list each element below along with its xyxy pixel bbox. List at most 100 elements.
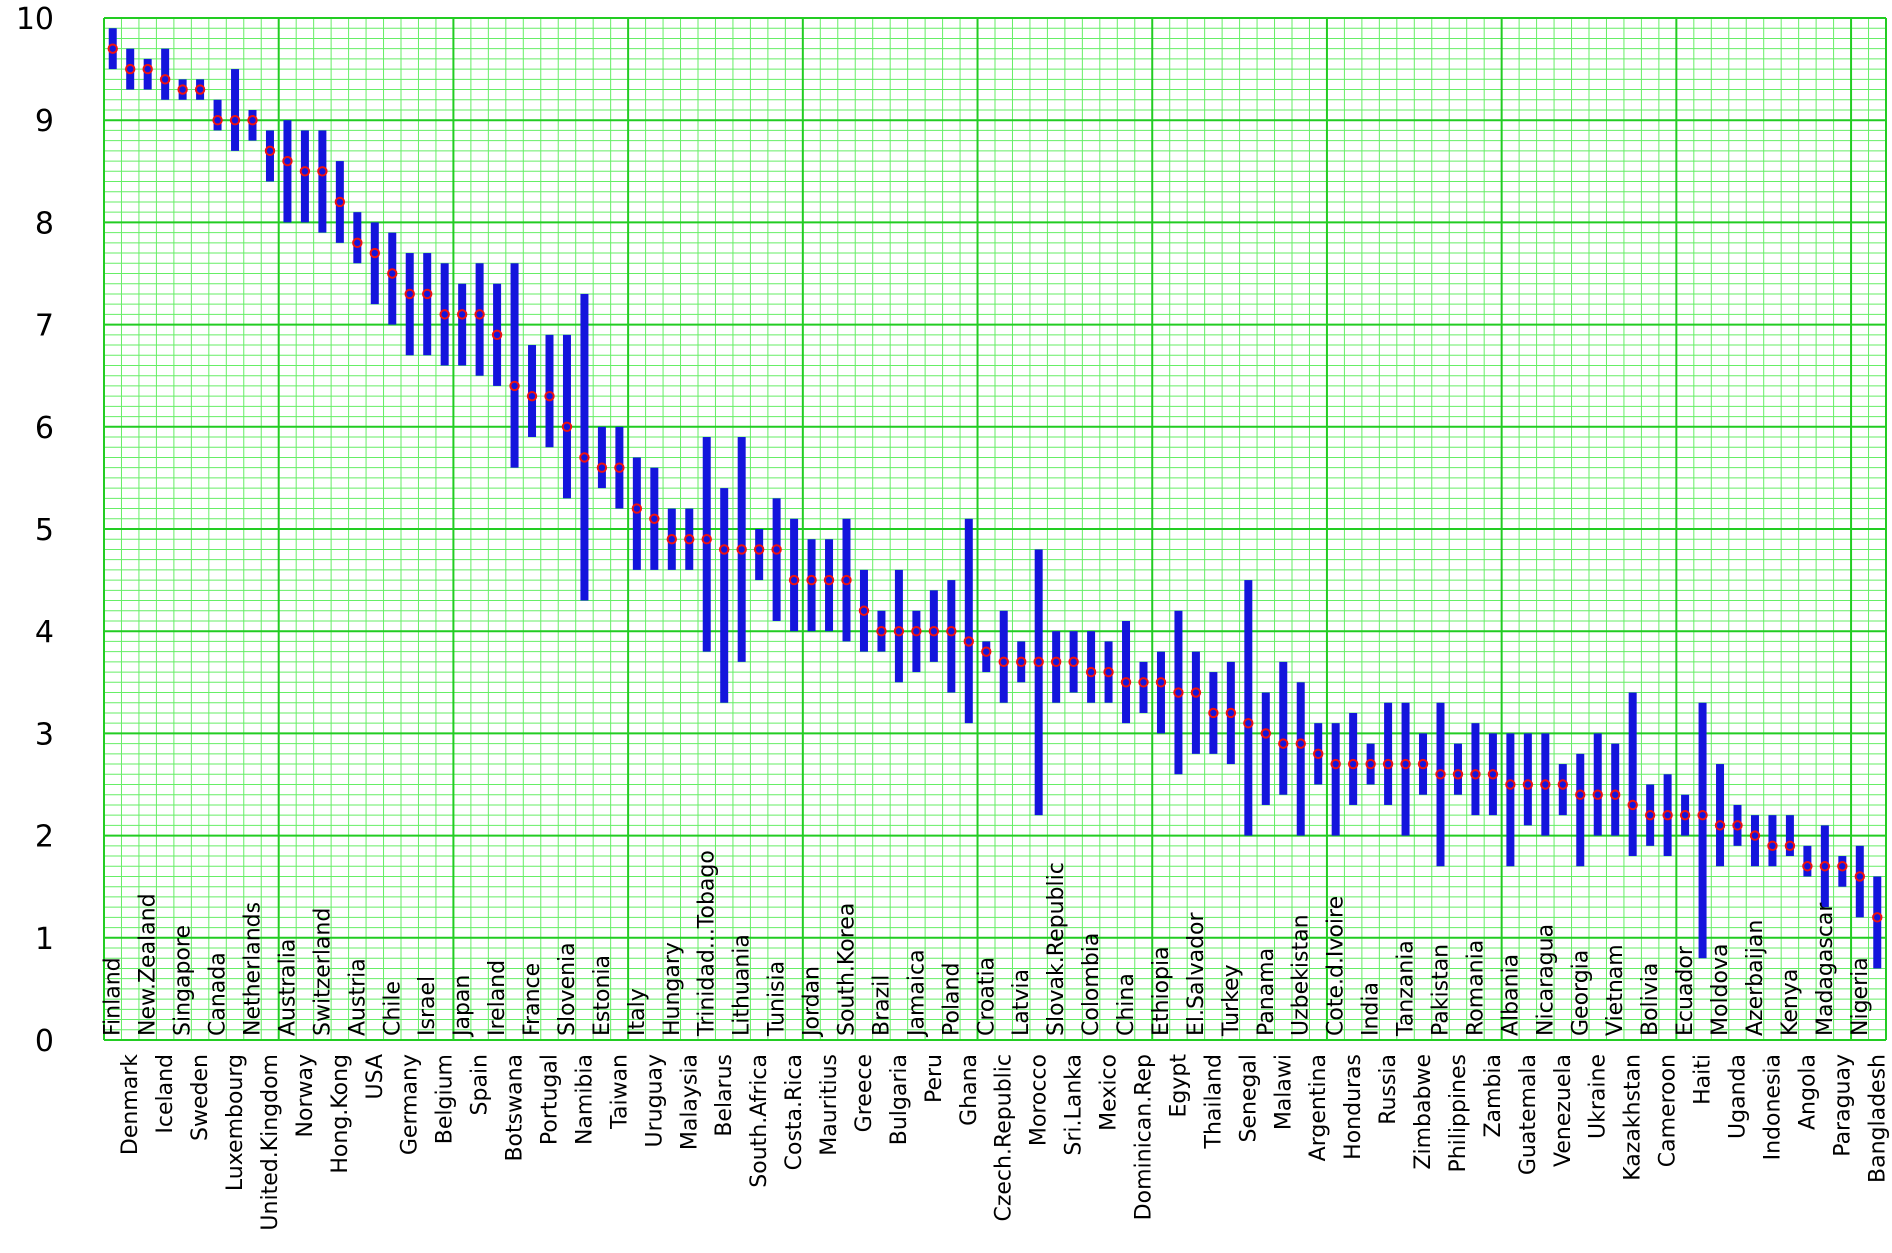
- point-ecuador: [1679, 809, 1691, 821]
- x-tick-label: India: [1359, 982, 1384, 1036]
- point-belarus: [719, 544, 730, 555]
- y-tick-label: 9: [35, 104, 54, 139]
- point-japan: [456, 309, 468, 320]
- x-tick-label: Iceland: [153, 1054, 178, 1134]
- x-tick-label: Estonia: [590, 955, 615, 1036]
- range-bar-madagascar: [1820, 825, 1829, 908]
- point-vietnam: [1610, 789, 1621, 800]
- x-tick-label: Georgia: [1568, 950, 1593, 1036]
- x-tick-label: Australia: [275, 939, 300, 1036]
- range-bar-australia: [283, 120, 292, 223]
- range-bar-belgium: [440, 263, 449, 366]
- range-bar-slovenia: [562, 334, 571, 499]
- point-el-salvador: [1190, 687, 1202, 698]
- point-netherlands: [247, 115, 258, 126]
- x-tick-label: Ireland: [485, 960, 510, 1036]
- x-tick-label: Uruguay: [642, 1054, 667, 1148]
- point-iceland: [159, 74, 171, 85]
- point-egypt: [1173, 687, 1184, 698]
- x-tick-label: Slovenia: [555, 942, 580, 1036]
- range-bar-egypt: [1174, 610, 1183, 775]
- point-markers: [107, 43, 1883, 923]
- point-sri-lanka: [1068, 656, 1079, 668]
- range-bar-moldova: [1716, 764, 1725, 867]
- range-bar-haiti: [1698, 702, 1707, 959]
- x-tick-label: Belarus: [712, 1054, 737, 1137]
- point-croatia: [981, 646, 992, 657]
- x-tick-label: Tunisia: [765, 961, 790, 1037]
- range-bar-belarus: [720, 488, 729, 703]
- range-bar-cote-d-ivoire: [1331, 723, 1340, 836]
- point-india: [1365, 758, 1376, 770]
- y-tick-label: 1: [35, 922, 54, 957]
- range-bar-singapore: [178, 79, 187, 100]
- point-estonia: [596, 462, 608, 473]
- range-bar-uzbekistan: [1296, 682, 1305, 836]
- point-sweden: [194, 84, 206, 95]
- x-tick-label: Tanzania: [1394, 940, 1419, 1037]
- point-panama: [1260, 728, 1271, 739]
- grid-major: [103, 17, 1887, 1041]
- x-tick-label: New.Zealand: [136, 893, 161, 1036]
- point-greece: [858, 605, 870, 616]
- point-mexico: [1103, 666, 1114, 678]
- x-tick-label: Egypt: [1166, 1054, 1191, 1118]
- point-namibia: [579, 452, 590, 463]
- point-bulgaria: [893, 626, 905, 637]
- x-tick-label: Turkey: [1219, 964, 1244, 1037]
- range-bar-israel: [423, 253, 432, 356]
- x-tick-label: Azerbaijan: [1743, 920, 1768, 1036]
- range-bar-estonia: [597, 426, 606, 489]
- x-tick-label: Malaysia: [677, 1054, 702, 1150]
- range-bar-germany: [405, 253, 414, 356]
- range-bar-argentina: [1314, 723, 1323, 785]
- range-bar-bolivia: [1646, 784, 1655, 846]
- y-tick-label: 2: [35, 820, 54, 855]
- point-uganda: [1732, 820, 1743, 831]
- range-bar-lithuania: [737, 437, 746, 662]
- point-venezuela: [1557, 779, 1568, 790]
- range-bar-turkey: [1226, 661, 1235, 765]
- point-uruguay: [649, 513, 660, 524]
- x-tick-label: Greece: [852, 1054, 877, 1132]
- x-tick-label: Kenya: [1778, 969, 1803, 1036]
- range-bar-kazakhstan: [1628, 692, 1637, 857]
- x-tick-label: Nigeria: [1848, 957, 1873, 1036]
- x-tick-label: Sweden: [188, 1054, 213, 1141]
- point-ghana: [963, 636, 974, 647]
- point-brazil: [876, 626, 887, 637]
- point-norway: [299, 166, 311, 177]
- range-bar-nicaragua: [1541, 733, 1550, 836]
- x-tick-label: Romania: [1463, 940, 1488, 1036]
- point-zimbabwe: [1417, 758, 1429, 770]
- x-tick-label: Hungary: [660, 942, 685, 1036]
- y-tick-label: 3: [35, 717, 54, 752]
- range-bar-latvia: [1017, 641, 1026, 683]
- x-tick-label: Cote.d.Ivoire: [1324, 896, 1349, 1036]
- x-tick-label: Panama: [1254, 948, 1279, 1036]
- point-ethiopia: [1155, 677, 1167, 688]
- range-bar-brazil: [877, 610, 886, 652]
- point-united-kingdom: [264, 145, 276, 157]
- point-france: [526, 390, 538, 402]
- x-tick-label: Singapore: [171, 925, 196, 1036]
- range-bar-finland: [108, 28, 117, 70]
- point-tunisia: [771, 544, 782, 555]
- range-bar-sri-lanka: [1069, 631, 1078, 693]
- x-tick-label: USA: [363, 1054, 388, 1100]
- x-tick-label: Malawi: [1271, 1054, 1296, 1130]
- point-hungary: [666, 534, 677, 545]
- x-tick-label: Ethiopia: [1149, 946, 1174, 1036]
- point-russia: [1382, 758, 1394, 770]
- point-angola: [1802, 861, 1813, 872]
- x-tick-label: Portugal: [538, 1054, 563, 1145]
- point-romania: [1470, 769, 1481, 780]
- point-new-zealand: [142, 63, 153, 75]
- range-bar-zambia: [1488, 733, 1497, 816]
- point-nigeria: [1854, 871, 1865, 882]
- range-bar-usa: [370, 222, 379, 305]
- range-bar-hungary: [667, 508, 676, 570]
- x-tick-label: Ukraine: [1586, 1054, 1611, 1139]
- y-tick-label: 8: [35, 206, 54, 241]
